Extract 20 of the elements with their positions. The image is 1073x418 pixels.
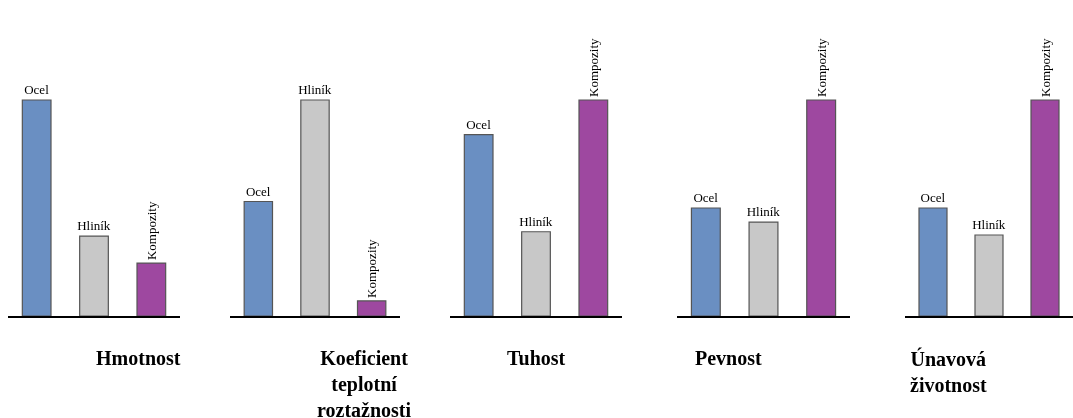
x-axis-title: Hmotnost	[96, 347, 181, 369]
x-axis-title: Tuhost	[507, 347, 566, 369]
x-tick-label: Hliník	[298, 82, 332, 97]
x-tick-label: Ocel	[245, 183, 271, 199]
x-tick-label: Hliník	[746, 204, 781, 220]
x-tick-label: Kompozity	[585, 38, 601, 97]
x-tick-label: Kompozity	[1037, 38, 1053, 97]
x-tick-label: Ocel	[466, 116, 492, 132]
x-tick-label: Hliník	[77, 218, 111, 234]
x-tick-label: Ocel	[920, 190, 946, 205]
x-tick-label: Ocel	[693, 190, 719, 205]
x-tick-label: Kompozity	[813, 38, 829, 97]
x-axis-title: Únavová životnost	[910, 347, 987, 396]
x-tick-label: Hliník	[972, 217, 1006, 232]
x-tick-label: Kompozity	[143, 201, 159, 261]
x-tick-label: Ocel	[24, 82, 50, 97]
x-axis-title: Pevnost	[695, 347, 762, 369]
x-tick-label: Hliník	[519, 213, 553, 229]
x-tick-label: Kompozity	[364, 238, 380, 298]
x-axis-title: Koeficient teplotní roztažnosti	[317, 347, 412, 418]
